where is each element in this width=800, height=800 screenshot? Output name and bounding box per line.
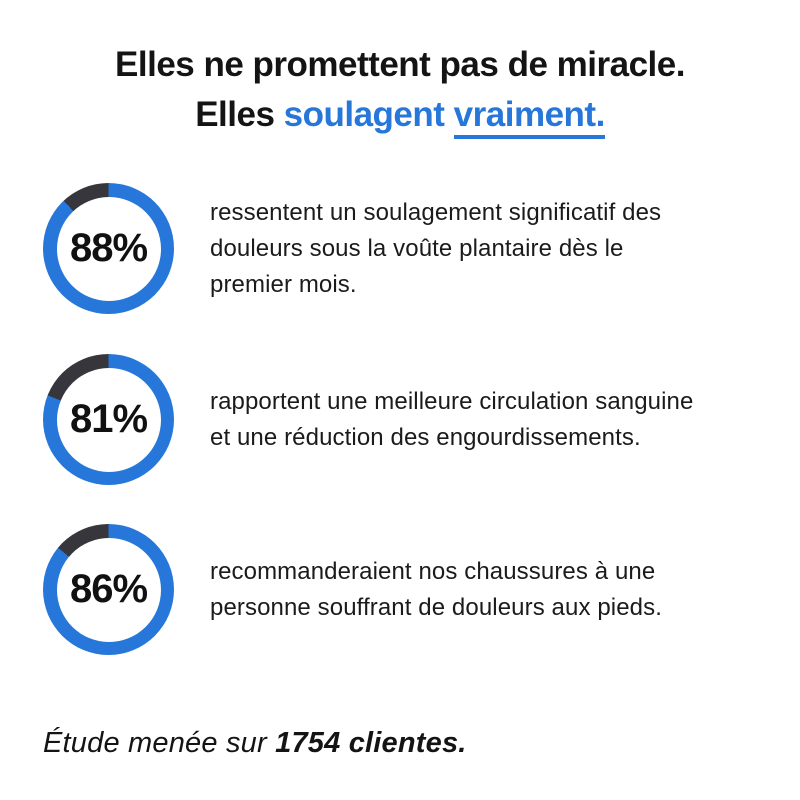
stat-caption: rapportent une meilleure circulation san… — [210, 387, 694, 451]
headline-highlight-word: soulagent — [283, 95, 454, 134]
donut-chart-81: 81% — [43, 354, 174, 485]
headline-line2: Elles soulagent vraiment. — [195, 95, 605, 139]
stat-row-1: 88% ressentent un soulagement significat… — [43, 183, 770, 314]
stat-caption: recommanderaient nos chaussures à une pe… — [210, 557, 662, 621]
percent-value: 86% — [69, 567, 148, 611]
donut-hole: 81% — [56, 367, 161, 472]
headline-line1: Elles ne promettent pas de miracle. — [115, 45, 685, 84]
headline-line2-prefix: Elles — [195, 95, 284, 134]
percent-value: 88% — [69, 226, 148, 270]
stat-caption: ressentent un soulagement significatif d… — [210, 198, 662, 298]
donut-hole: 86% — [56, 537, 161, 642]
percent-value: 81% — [69, 397, 148, 441]
stat-row-2: 81% rapportent une meilleure circulation… — [43, 354, 770, 485]
study-note-sample-size: 1754 clientes. — [275, 727, 467, 759]
stat-row-3: 86% recommanderaient nos chaussures à un… — [43, 524, 770, 655]
donut-chart-86: 86% — [43, 524, 174, 655]
donut-hole: 88% — [56, 196, 161, 301]
study-note: Étude menée sur 1754 clientes. — [43, 727, 467, 760]
study-note-prefix: Étude menée sur — [43, 727, 276, 759]
headline-underlined-word: vraiment. — [453, 95, 605, 139]
headline: Elles ne promettent pas de miracle. Elle… — [0, 40, 800, 140]
donut-chart-88: 88% — [43, 183, 174, 314]
